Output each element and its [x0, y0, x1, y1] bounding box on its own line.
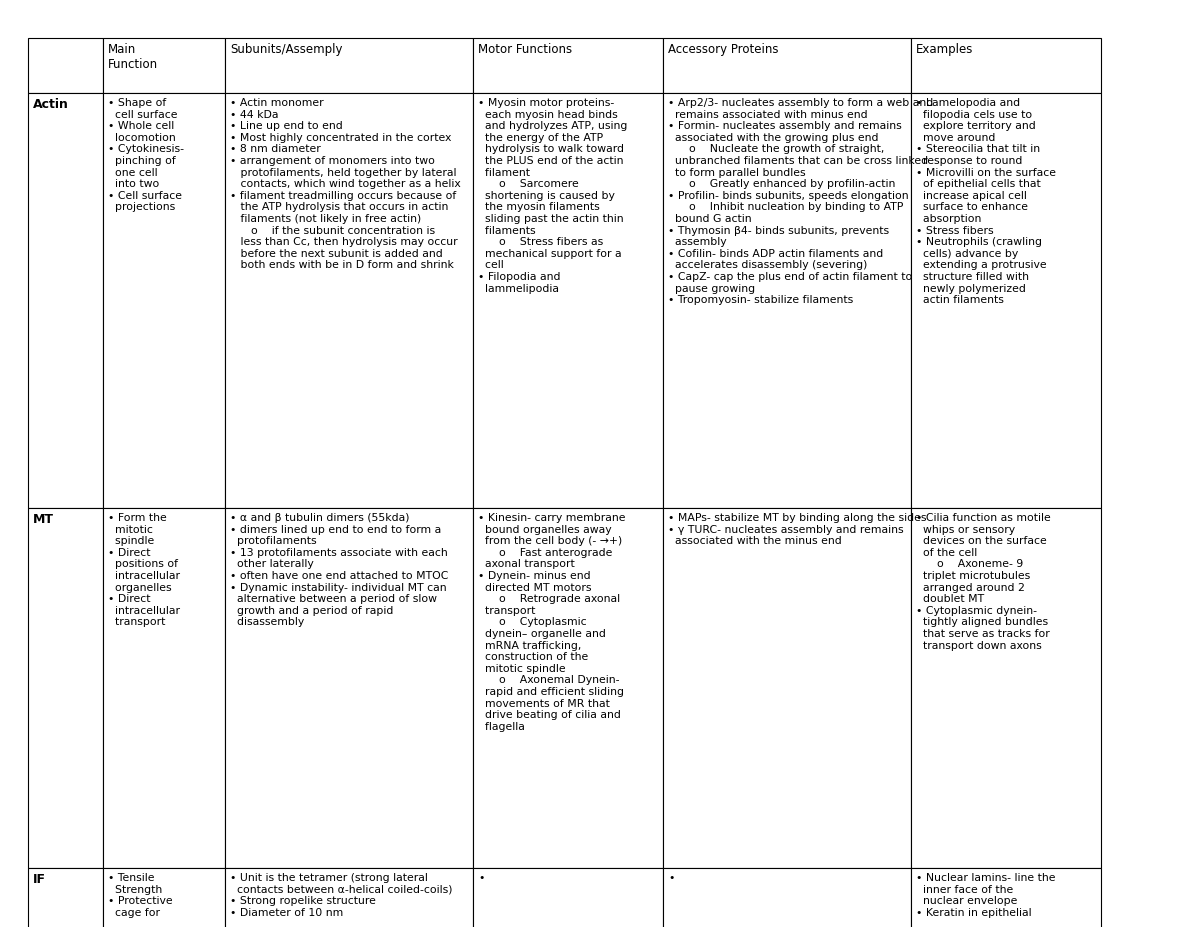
- Bar: [473, 508, 662, 868]
- Text: • Tensile
  Strength
• Protective
  cage for: • Tensile Strength • Protective cage for: [108, 873, 173, 918]
- Text: IF: IF: [34, 873, 46, 886]
- Bar: [103, 38, 226, 93]
- Bar: [28, 93, 103, 508]
- Text: • Lamelopodia and
  filopodia cels use to
  explore territory and
  move around
: • Lamelopodia and filopodia cels use to …: [916, 98, 1056, 305]
- Bar: [662, 38, 911, 93]
- Bar: [28, 508, 103, 868]
- Text: • Unit is the tetramer (strong lateral
  contacts between α-helical coiled-coils: • Unit is the tetramer (strong lateral c…: [230, 873, 452, 918]
- Bar: [662, 868, 911, 927]
- Text: Actin: Actin: [34, 98, 68, 111]
- Text: • MAPs- stabilize MT by binding along the sides
• γ TURC- nucleates assembly and: • MAPs- stabilize MT by binding along th…: [668, 513, 926, 546]
- Bar: [103, 868, 226, 927]
- Text: Subunits/Assemply: Subunits/Assemply: [230, 43, 342, 56]
- Bar: [28, 38, 103, 93]
- Bar: [473, 868, 662, 927]
- Text: Accessory Proteins: Accessory Proteins: [668, 43, 779, 56]
- Text: • Nuclear lamins- line the
  inner face of the
  nuclear envelope
• Keratin in e: • Nuclear lamins- line the inner face of…: [916, 873, 1056, 918]
- Text: • Form the
  mitotic
  spindle
• Direct
  positions of
  intracellular
  organel: • Form the mitotic spindle • Direct posi…: [108, 513, 180, 628]
- Text: MT: MT: [34, 513, 54, 526]
- Bar: [226, 508, 473, 868]
- Bar: [226, 93, 473, 508]
- Text: • Arp2/3- nucleates assembly to form a web and
  remains associated with minus e: • Arp2/3- nucleates assembly to form a w…: [668, 98, 934, 305]
- Bar: [103, 93, 226, 508]
- Bar: [662, 508, 911, 868]
- Text: • Kinesin- carry membrane
  bound organelles away
  from the cell body (- →+)
  : • Kinesin- carry membrane bound organell…: [478, 513, 625, 731]
- Bar: [226, 38, 473, 93]
- Text: •: •: [668, 873, 674, 883]
- Text: Motor Functions: Motor Functions: [478, 43, 572, 56]
- Text: Examples: Examples: [916, 43, 973, 56]
- Text: Main
Function: Main Function: [108, 43, 158, 71]
- Bar: [226, 868, 473, 927]
- Bar: [473, 38, 662, 93]
- Text: • Actin monomer
• 44 kDa
• Line up end to end
• Most highly concentrated in the : • Actin monomer • 44 kDa • Line up end t…: [230, 98, 461, 271]
- Text: • Cilia function as motile
  whips or sensory
  devices on the surface
  of the : • Cilia function as motile whips or sens…: [916, 513, 1051, 651]
- Text: •: •: [478, 873, 485, 883]
- Bar: [28, 868, 103, 927]
- Text: • Myosin motor proteins-
  each myosin head binds
  and hydrolyzes ATP, using
  : • Myosin motor proteins- each myosin hea…: [478, 98, 628, 294]
- Bar: [911, 93, 1102, 508]
- Bar: [473, 93, 662, 508]
- Bar: [911, 868, 1102, 927]
- Bar: [662, 93, 911, 508]
- Bar: [911, 38, 1102, 93]
- Bar: [911, 508, 1102, 868]
- Bar: [103, 508, 226, 868]
- Text: • α and β tubulin dimers (55kda)
• dimers lined up end to end to form a
  protof: • α and β tubulin dimers (55kda) • dimer…: [230, 513, 449, 628]
- Text: • Shape of
  cell surface
• Whole cell
  locomotion
• Cytokinesis-
  pinching of: • Shape of cell surface • Whole cell loc…: [108, 98, 184, 212]
